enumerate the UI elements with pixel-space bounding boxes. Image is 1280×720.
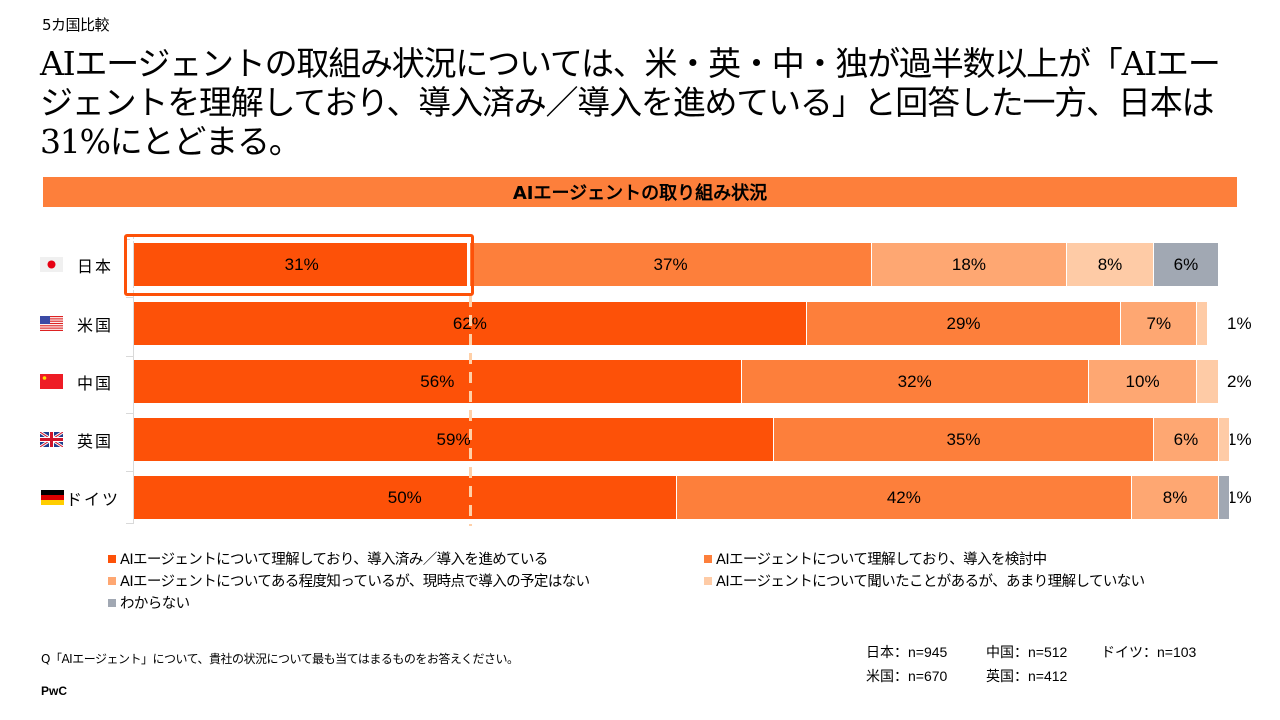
bar-segment-usa-s3 [1197,302,1209,345]
data-label: 35% [946,429,981,449]
legend-item: わからない [108,592,190,613]
chart-title-banner: AIエージェントの取り組み状況 [43,177,1237,207]
bar-segment-china-s0: 56% [134,360,742,403]
brand-logo-text: PwC [41,684,68,698]
sample-size-china: 中国：n=512 [986,644,1068,660]
bar-row-japan: 31% 37% 18% 8% 6% [134,243,1219,286]
bar-segment-japan-s4: 6% [1153,243,1219,286]
bar-row-china: 56% 32% 10% [134,360,1219,403]
bar-segment-japan-s2: 18% [871,243,1068,286]
legend-item: AIエージェントについて理解しており、導入済み／導入を進めている [108,548,548,569]
data-label-outside: 1% [1227,313,1252,333]
axis-tick [126,471,133,472]
data-label-outside: 1% [1227,487,1252,507]
bar-row-germany: 50% 42% 8% [134,476,1230,519]
axis-tick [126,239,133,240]
data-label: 32% [897,371,932,391]
legend-swatch [108,576,116,585]
highlight-inner-border [130,239,469,290]
bar-segment-uk-s2: 6% [1153,418,1219,461]
bar-segment-japan-s3: 8% [1067,243,1154,286]
axis-tick [126,297,133,298]
data-label-outside: 1% [1227,429,1252,449]
sample-size-germany: ドイツ：n=103 [1101,644,1197,660]
germany-flag-icon [41,490,64,505]
category-label-uk: 英国 [40,418,113,461]
legend-swatch [108,598,116,607]
category-axis-line [133,236,134,524]
bar-segment-japan-s0: 31% [134,243,471,286]
legend-swatch [704,576,712,585]
category-name: 英国 [77,431,114,451]
data-label: 59% [436,429,471,449]
bar-segment-china-s1: 32% [741,360,1089,403]
data-label: 29% [946,313,981,333]
sample-size-uk: 英国：n=412 [986,668,1068,684]
data-label: 8% [1162,487,1188,507]
legend-item: AIエージェントについてある程度知っているが、現時点で導入の予定はない [108,570,590,591]
page-headline: AIエージェントの取組み状況については、米・英・中・独が過半数以上が「AIエージ… [40,44,1221,161]
category-name: 中国 [77,373,114,393]
bar-segment-germany-s2: 8% [1132,476,1219,519]
category-name: ドイツ [66,489,121,509]
legend-swatch [108,554,116,563]
data-label: 31% [284,254,319,274]
data-label: 6% [1173,254,1199,274]
data-label: 50% [387,487,422,507]
category-label-usa: 米国 [40,302,113,345]
legend-label: AIエージェントについて理解しており、導入を検討中 [716,552,1047,568]
section-label: 5カ国比較 [42,16,110,34]
bar-segment-china-s3 [1197,360,1219,403]
legend-item: AIエージェントについて理解しており、導入を検討中 [704,548,1047,569]
category-label-japan: 日本 [40,243,113,286]
usa-flag-icon [40,316,63,331]
legend-label: AIエージェントについて聞いたことがあるが、あまり理解していない [716,574,1145,590]
bar-segment-germany-s4 [1219,476,1230,519]
bar-segment-uk-s1: 35% [774,418,1154,461]
japan-flag-icon [40,257,63,272]
data-label: 6% [1173,429,1199,449]
axis-tick [126,523,133,524]
bar-row-usa: 62%29%7% [134,302,1219,345]
legend-label: AIエージェントについて理解しており、導入済み／導入を進めている [120,552,548,568]
legend-item: AIエージェントについて聞いたことがあるが、あまり理解していない [704,570,1145,591]
axis-tick [126,356,133,357]
china-flag-icon [40,374,63,389]
bar-segment-usa-s1: 29% [806,302,1122,345]
bar-segment-uk-s3 [1219,418,1230,461]
data-label: 18% [951,254,986,274]
data-label: 56% [420,371,455,391]
chart-title: AIエージェントの取り組み状況 [512,183,768,204]
data-label: 8% [1097,254,1123,274]
bar-segment-china-s2: 10% [1088,360,1198,403]
data-label-outside: 2% [1227,371,1252,391]
legend-swatch [704,554,712,563]
sample-size-usa: 米国：n=670 [866,668,948,684]
legend-label: わからない [120,596,190,612]
sample-size-japan: 日本：n=945 [866,644,948,660]
axis-tick [126,413,133,414]
data-label: 42% [886,487,921,507]
category-name: 米国 [77,315,114,335]
data-label: 10% [1125,371,1160,391]
bar-segment-japan-s1: 37% [470,243,872,286]
legend-label: AIエージェントについてある程度知っているが、現時点で導入の予定はない [120,574,590,590]
bar-segment-uk-s0: 59% [134,418,775,461]
category-name: 日本 [77,256,114,276]
reference-dashed-line [469,296,473,526]
bar-segment-germany-s0: 50% [134,476,677,519]
category-label-germany: ドイツ [41,476,120,519]
data-label: 7% [1146,313,1172,333]
bar-segment-usa-s2: 7% [1121,302,1198,345]
bar-row-uk: 59% 35% 6% [134,418,1230,461]
data-label: 37% [653,254,688,274]
survey-question: Q「AIエージェント」について、貴社の状況について最も当てはまるものをお答えくだ… [41,652,519,666]
highlight-box [124,234,474,296]
category-label-china: 中国 [40,360,113,403]
bar-segment-germany-s1: 42% [676,476,1133,519]
uk-flag-icon [40,432,63,447]
